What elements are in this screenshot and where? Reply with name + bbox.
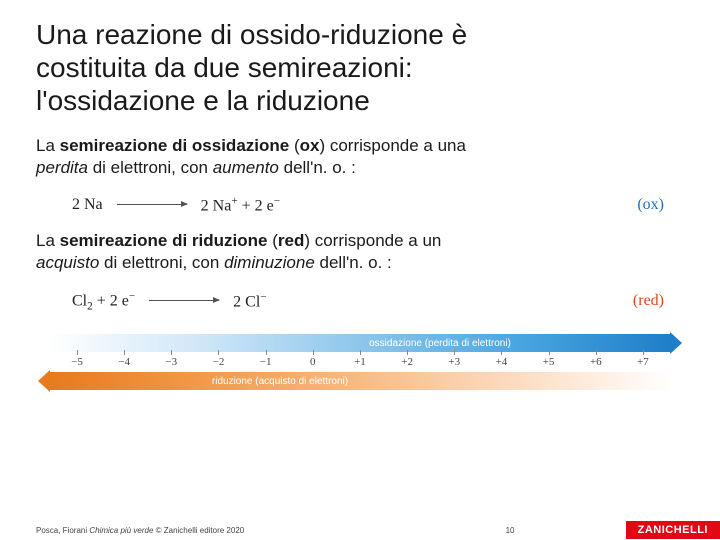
title-line-2: costituita da due semireazioni: [36, 52, 413, 83]
tick: +4 [490, 356, 512, 368]
tick: +7 [632, 356, 654, 368]
tick: +5 [538, 356, 560, 368]
scale-ticks: −5 −4 −3 −2 −1 0 +1 +2 +3 +4 +5 +6 +7 [62, 356, 658, 368]
tick: −2 [207, 356, 229, 368]
title-line-3: l'ossidazione e la riduzione [36, 85, 370, 116]
tick: +6 [585, 356, 607, 368]
reduction-bar-label: riduzione (acquisto di elettroni) [212, 376, 508, 387]
paragraph-oxidation: La semireazione di ossidazione (ox) corr… [36, 135, 684, 179]
tick: −3 [160, 356, 182, 368]
oxidation-bar-label: ossidazione (perdita di elettroni) [209, 338, 511, 349]
equation-oxidation: 2 Na 2 Na+ + 2 e− (ox) [36, 187, 684, 229]
oxidation-number-scale: ossidazione (perdita di elettroni) −5 −4… [48, 334, 672, 390]
footer-citation: Posca, Fiorani Chimica più verde © Zanic… [0, 526, 506, 535]
tick: +1 [349, 356, 371, 368]
title-line-1: Una reazione di ossido-riduzione è [36, 19, 467, 50]
tick: −1 [255, 356, 277, 368]
equation-tag-red: (red) [633, 292, 664, 310]
slide-title: Una reazione di ossido-riduzione è costi… [36, 18, 684, 117]
tick: −5 [66, 356, 88, 368]
arrow-icon [149, 300, 219, 301]
equation-reduction: Cl2 + 2 e− 2 Cl− (red) [36, 282, 684, 327]
paragraph-reduction: La semireazione di riduzione (red) corri… [36, 230, 684, 274]
slide-footer: Posca, Fiorani Chimica più verde © Zanic… [0, 520, 720, 540]
tick: +2 [396, 356, 418, 368]
equation-tag-ox: (ox) [637, 196, 664, 214]
tick: 0 [302, 356, 324, 368]
publisher-logo: ZANICHELLI [626, 521, 720, 539]
page-number: 10 [506, 526, 626, 535]
arrow-icon [117, 204, 187, 205]
tick: −4 [113, 356, 135, 368]
reduction-arrow-bar: riduzione (acquisto di elettroni) [48, 372, 672, 390]
tick: +3 [443, 356, 465, 368]
